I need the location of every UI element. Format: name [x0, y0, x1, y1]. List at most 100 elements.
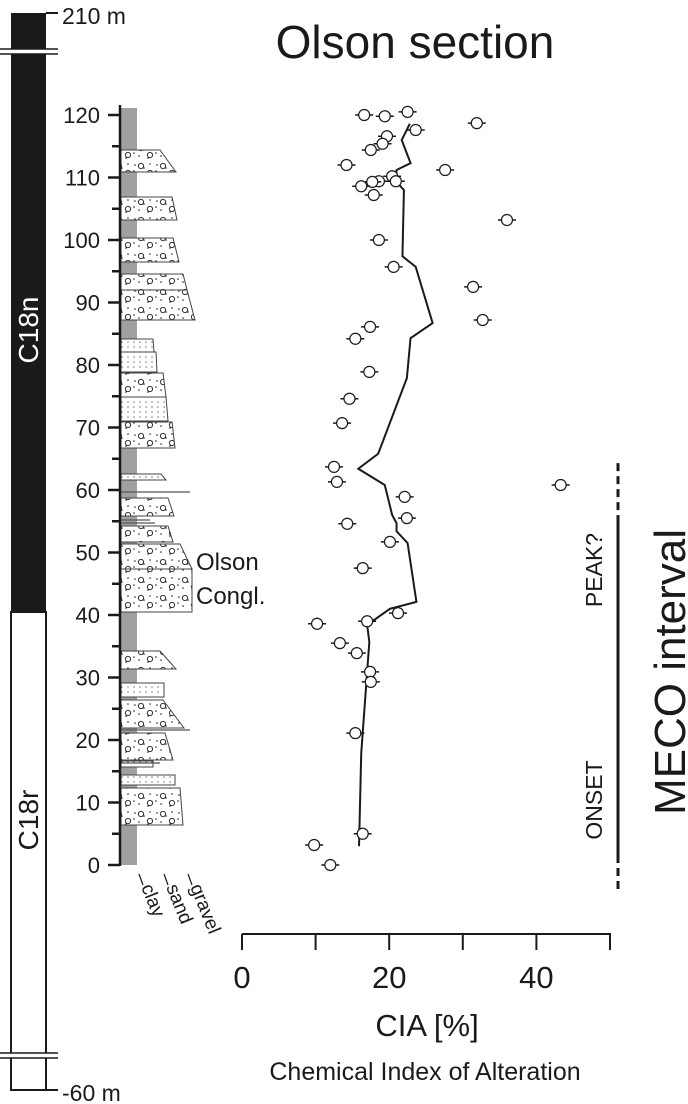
meco-interval-label: MECO interval	[646, 529, 688, 815]
data-marker	[467, 280, 480, 293]
cia-data-point	[551, 478, 570, 492]
y-tick-label: 70	[76, 416, 100, 441]
cia-data-point	[353, 827, 372, 840]
y-tick-label: 30	[76, 666, 100, 691]
cia-data-point	[330, 637, 349, 650]
cia-data-point	[340, 392, 359, 405]
data-marker	[372, 233, 385, 247]
onset-label: ONSET	[581, 760, 607, 839]
cia-data-point	[358, 615, 377, 628]
magnetostratigraphy-column: 210 m -60 m C18n C18r	[0, 3, 126, 1104]
peak-label: PEAK?	[581, 533, 607, 607]
conglomerate-bed	[120, 149, 177, 173]
data-marker	[330, 475, 344, 488]
data-marker	[364, 143, 377, 157]
cia-data-point	[464, 280, 483, 293]
cia-data-point	[308, 617, 327, 630]
conglomerate-bed	[120, 237, 180, 263]
sandstone-bed	[120, 351, 158, 373]
data-marker	[398, 490, 411, 503]
chron-c18r-bar	[10, 611, 47, 1091]
cia-data-point	[369, 233, 388, 247]
cia-data-point	[333, 417, 352, 430]
x-axis: 0 20 40	[233, 933, 611, 995]
cia-data-point	[305, 838, 324, 852]
cia-data-point	[386, 175, 405, 188]
data-marker	[554, 478, 567, 492]
cia-data-point	[398, 105, 417, 118]
data-marker	[409, 123, 422, 137]
cia-data-point	[321, 858, 340, 872]
conglomerate-bed	[120, 568, 193, 613]
conglomerate-bed	[120, 699, 185, 729]
cia-data-point	[337, 158, 356, 172]
cia-data-point	[363, 175, 382, 188]
cia-data-point	[353, 562, 372, 575]
y-tick-label: 0	[88, 853, 100, 878]
cia-data-point	[338, 517, 357, 530]
data-marker	[378, 110, 391, 123]
chron-c18r-label: C18r	[13, 790, 44, 851]
conglomerate-bed	[120, 543, 193, 570]
data-marker	[341, 517, 354, 530]
cia-data-point	[373, 137, 392, 150]
conglomerate-bed	[120, 787, 184, 826]
data-marker	[349, 727, 362, 740]
x-tick-label: 20	[372, 960, 406, 995]
sandstone-bed	[120, 396, 169, 422]
conglomerate-bed	[120, 497, 175, 517]
data-marker	[333, 637, 346, 650]
cia-data-point	[380, 535, 399, 548]
cia-data-point	[436, 163, 455, 177]
x-axis-label: CIA [%]	[375, 1008, 478, 1043]
cia-data-point	[384, 260, 403, 273]
data-marker	[335, 417, 349, 430]
olson-congl-label-line1: Olson	[196, 549, 259, 576]
y-tick-label: 120	[63, 103, 100, 128]
sandstone-bed	[120, 473, 168, 481]
data-marker	[367, 188, 380, 202]
data-marker	[363, 665, 377, 678]
y-tick-label: 90	[76, 291, 100, 316]
data-marker	[366, 175, 379, 188]
chart-title: Olson section	[276, 16, 555, 68]
cia-data-point	[352, 180, 371, 193]
cia-data-point	[355, 108, 374, 122]
y-tick-label: 50	[76, 541, 100, 566]
data-marker	[350, 647, 363, 660]
data-marker	[364, 675, 377, 688]
data-marker	[400, 512, 413, 525]
sandstone-bed	[120, 760, 154, 768]
cia-data-point	[360, 365, 379, 378]
chron-c18n-label: C18n	[13, 297, 44, 364]
y-axis: 0 10 20 30 40 50 60 70 80 90 100 110 120	[63, 103, 122, 878]
data-marker	[349, 332, 362, 345]
data-marker	[500, 213, 514, 227]
data-marker	[383, 535, 397, 548]
cia-data-point	[361, 143, 380, 157]
y-tick-label: 100	[63, 228, 100, 253]
data-marker	[363, 320, 377, 333]
data-marker	[470, 117, 483, 130]
data-marker	[310, 617, 324, 630]
conglomerate-bed	[120, 372, 167, 398]
lithology-column	[120, 108, 196, 865]
y-tick-label: 40	[76, 603, 100, 628]
cia-data-point	[389, 607, 408, 620]
plot-area	[305, 105, 570, 872]
cia-data-point	[395, 490, 414, 503]
data-marker	[401, 105, 414, 118]
data-marker	[327, 460, 341, 473]
cia-data-point	[361, 665, 380, 678]
cia-data-point	[473, 313, 492, 327]
conglomerate-bed	[120, 650, 178, 670]
cia-trend-line	[356, 123, 434, 847]
data-marker	[387, 260, 400, 273]
meco-annotation: ONSET PEAK? MECO interval	[581, 463, 688, 890]
data-marker	[343, 392, 356, 405]
cia-data-point	[497, 213, 516, 227]
conglomerate-bed	[120, 273, 188, 291]
conglomerate-bed	[120, 732, 174, 761]
data-marker	[308, 838, 321, 852]
data-marker	[358, 108, 371, 122]
